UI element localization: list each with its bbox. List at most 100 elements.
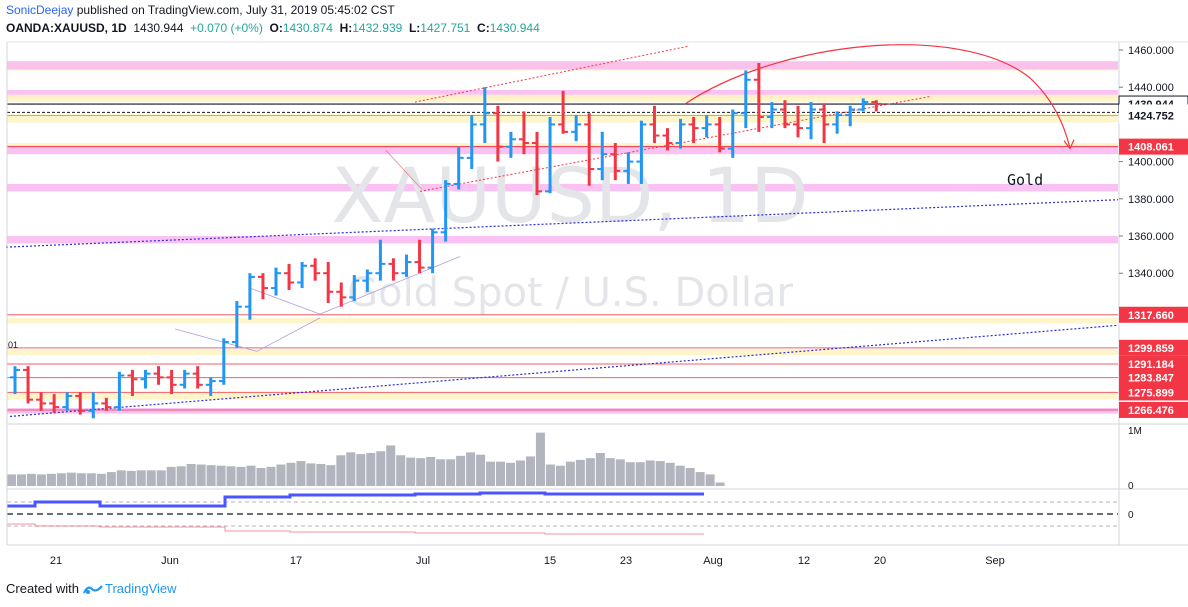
volume-bar — [515, 460, 525, 486]
ohlc-bar — [819, 103, 830, 143]
volume-bar — [655, 461, 665, 486]
price-label: 1408.061 — [1119, 138, 1188, 155]
author-link[interactable]: SonicDeejay — [6, 3, 74, 17]
drawings — [5, 44, 1119, 418]
low-value: 1427.751 — [420, 21, 471, 35]
created-with-text: Created with — [6, 581, 79, 596]
ohlc-bar — [75, 392, 86, 415]
pattern-line-a — [385, 150, 423, 190]
volume-bar — [486, 461, 496, 486]
volume-bar — [326, 465, 336, 486]
ohlc-bar — [101, 397, 112, 411]
volume-bar — [575, 459, 585, 486]
forecast-arrow-head — [1063, 139, 1075, 150]
price-label: 1291.184 — [1119, 355, 1188, 372]
volume-bar — [506, 462, 515, 486]
published-text: published on TradingView.com, July 31, 2… — [76, 3, 395, 17]
ohlc-bar — [244, 273, 255, 320]
ohlc-bar — [688, 116, 699, 143]
volume-bar — [7, 474, 16, 486]
volume-bar — [46, 473, 56, 486]
y-tick-label: 1400.000 — [1128, 157, 1174, 169]
high-label: H: — [339, 21, 353, 35]
volume-bar — [585, 458, 595, 486]
indicator-pane — [7, 491, 1118, 535]
volume-bar — [346, 452, 356, 486]
y-tick-label: 1340.000 — [1128, 268, 1174, 280]
price-label-text: 1299.859 — [1128, 343, 1174, 355]
ohlc-bar — [127, 369, 138, 396]
ohlc-bar — [806, 102, 817, 140]
volume-bar — [106, 472, 116, 486]
price-label: 1283.847 — [1119, 369, 1188, 386]
price-label-text: 1266.476 — [1128, 405, 1174, 417]
ohlc-bar — [362, 269, 373, 292]
x-tick-label: Sep — [985, 555, 1005, 567]
price-label: 1275.899 — [1119, 384, 1188, 401]
volume-bar — [535, 432, 545, 486]
volume-tick-1m: 1M — [1128, 426, 1142, 437]
partial-label: 01 — [8, 340, 18, 350]
indicator-line-blue — [7, 491, 704, 508]
tradingview-brand[interactable]: TradingView — [83, 581, 177, 597]
ohlc-bar — [36, 392, 47, 411]
x-axis-ticks: 21 Jun 17 Jul 15 23 Aug 12 20 Sep — [50, 555, 1005, 567]
volume-bar — [66, 472, 76, 486]
volume-bar — [236, 466, 246, 486]
volume-bar — [86, 473, 96, 486]
ohlc-bar — [257, 273, 268, 300]
high-value: 1432.939 — [352, 21, 403, 35]
volume-bar — [156, 470, 166, 486]
zone-band-10 — [7, 317, 1118, 324]
ohlc-bar — [623, 152, 634, 184]
volume-bar — [695, 472, 705, 486]
ohlc-bar — [271, 267, 281, 296]
ohlc-bar — [388, 258, 399, 281]
volume-bar — [466, 452, 476, 486]
tradingview-label: TradingView — [104, 581, 177, 596]
ohlc-bar — [401, 254, 412, 277]
footer: Created with TradingView — [6, 581, 177, 597]
volume-bar — [316, 463, 326, 486]
zone-band-8 — [7, 183, 1118, 192]
channel-bottom — [419, 96, 931, 192]
price-label-box — [1119, 355, 1188, 372]
volume-bar — [206, 465, 216, 486]
ohlc-bar — [349, 275, 360, 302]
ohlc-bar — [310, 258, 321, 281]
ohlc-bar — [88, 392, 99, 419]
volume-bar — [635, 462, 645, 486]
ohlc-bar — [114, 371, 125, 411]
y-tick-label: 1380.000 — [1128, 194, 1174, 206]
ohlc-bar — [218, 338, 229, 385]
ohlc-bar — [492, 105, 503, 162]
ohlc-bar — [427, 228, 438, 274]
ohlc-bar — [636, 120, 647, 184]
ohlc-bar — [505, 131, 516, 158]
ohlc-bar — [140, 369, 151, 389]
volume-tick-0: 0 — [1128, 481, 1134, 492]
ohlc-bar — [466, 115, 477, 170]
volume-bar — [176, 466, 186, 486]
open-label: O: — [269, 21, 283, 35]
ohlc-bar — [779, 100, 790, 129]
volume-bar — [555, 465, 565, 486]
tradingview-logo-icon — [83, 585, 103, 594]
x-tick-label: Jun — [161, 555, 179, 567]
volume-bar — [286, 462, 296, 486]
close-value: 1430.944 — [489, 21, 540, 35]
ohlc-bar — [375, 239, 386, 281]
volume-bar — [625, 462, 635, 486]
ohlc-bar — [49, 394, 60, 413]
x-tick-label: Jul — [416, 555, 430, 567]
close-label: C: — [477, 21, 490, 35]
ohlc-bar — [297, 262, 308, 289]
symbol-ohlc-line: OANDA:XAUUSD, 1D 1430.944 +0.070 (+0%) O… — [6, 21, 540, 36]
volume-bar — [386, 445, 396, 486]
ohlc-bar — [231, 301, 242, 348]
volume-bar — [36, 474, 46, 486]
ohlc-bar — [727, 109, 738, 158]
symbol-name: OANDA:XAUUSD, 1D — [6, 21, 127, 35]
volume-bar — [545, 464, 555, 486]
